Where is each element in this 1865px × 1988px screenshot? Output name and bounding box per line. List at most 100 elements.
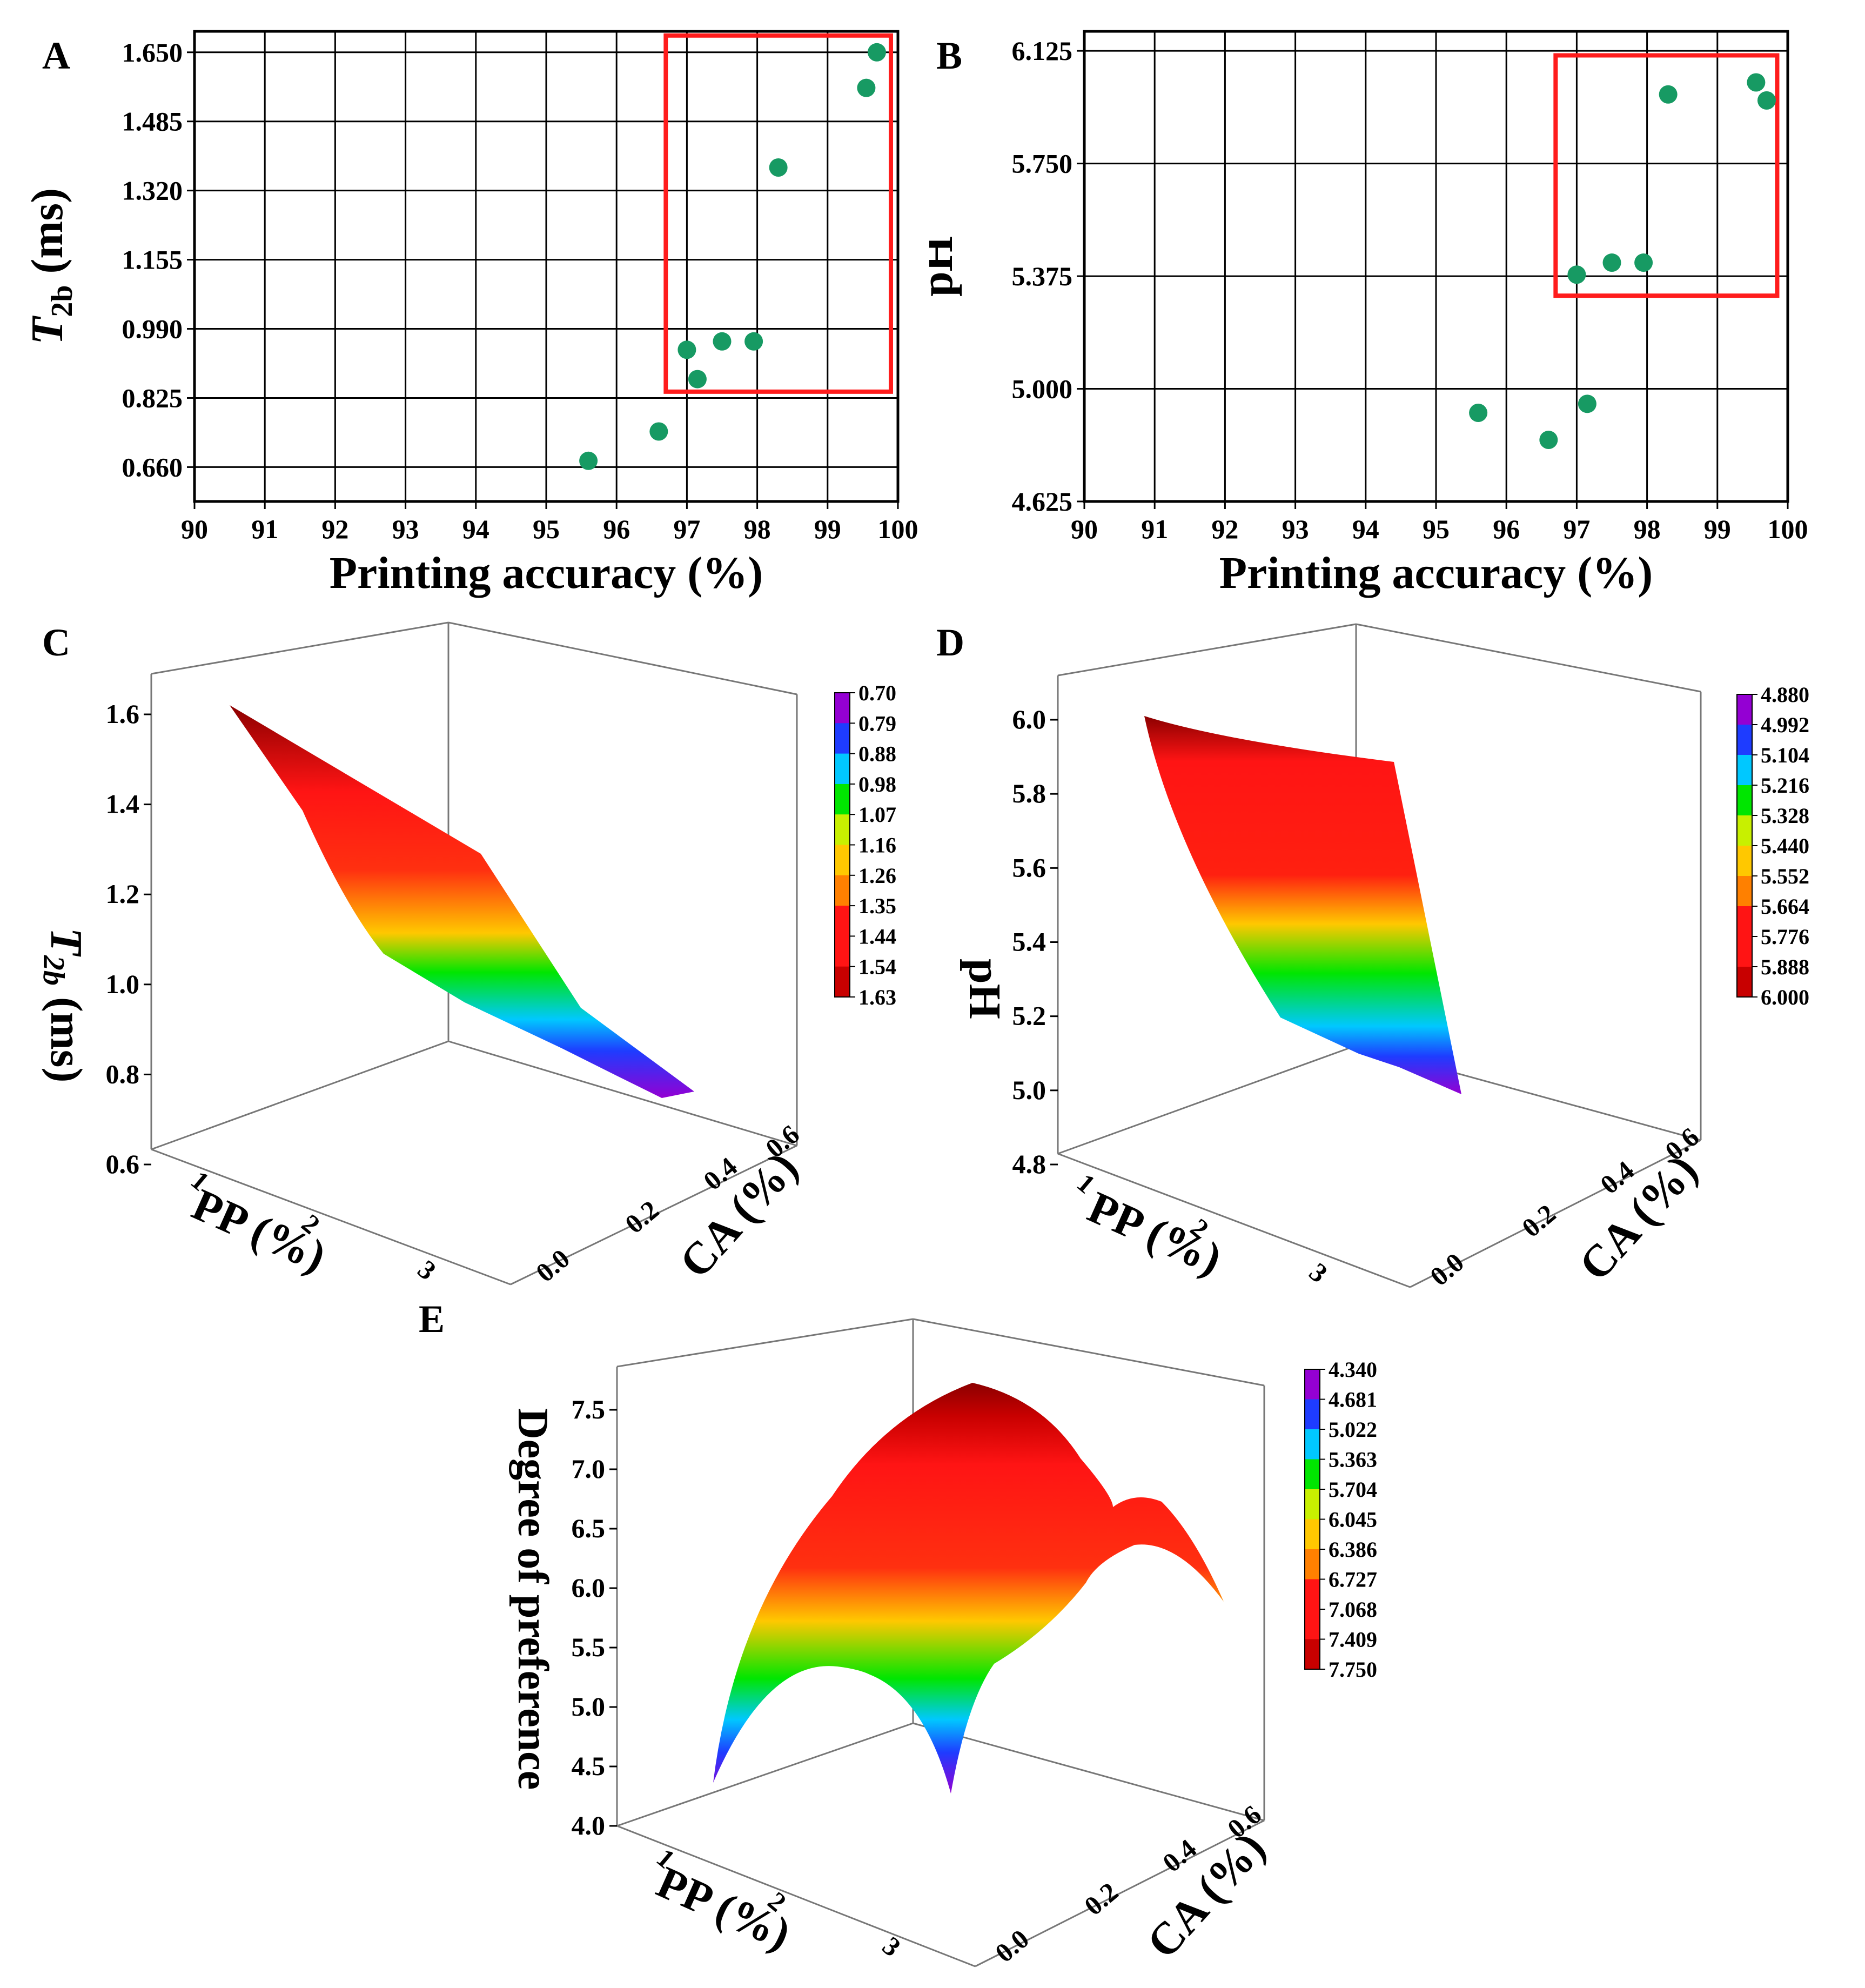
colorbar-label-d-5.664: 5.664 [1761,894,1809,919]
colorbar-segment-d-3 [1737,755,1752,786]
colorbar-label-d-5.888: 5.888 [1761,955,1809,979]
surface-chart-e: 4.0 4.5 5.0 5.5 6.0 6.5 7.0 7.5 Degree of prefe… [509,1318,1377,1968]
y-tick-label-a-1.155: 1.155 [122,245,183,275]
colorbar-label-d-5.104: 5.104 [1761,743,1809,767]
colorbar-label-d-5.216: 5.216 [1761,773,1809,798]
data-point-a-6 [744,332,763,351]
colorbar-label-e-7.068: 7.068 [1329,1597,1377,1622]
x-tick-label-b-99: 99 [1704,514,1731,544]
y-axis-label-d: CA (%) [1569,1145,1707,1290]
y-axis-label-b: pH [929,236,962,297]
x-tick-label-a-98: 98 [744,514,771,544]
data-point-b-4 [1578,394,1596,413]
x-axis-label-b: Printing accuracy (%) [1219,548,1653,598]
x-axis-tick-e-3: 3 [877,1931,907,1963]
panel-label-c: C [42,621,70,664]
colorbar-segment-e-10 [1305,1639,1320,1670]
colorbar-label-d-5.328: 5.328 [1761,804,1809,828]
z-tick-label-d-6.0: 6.0 [1012,704,1046,734]
surface-d [1144,716,1461,1094]
z-tick-label-d-5.0: 5.0 [1012,1075,1046,1105]
data-point-b-1 [1469,404,1488,423]
plot-frame-a [193,30,900,503]
panel-label-a: A [42,34,70,77]
data-point-a-2 [649,422,668,441]
panel-label-d: D [936,621,964,664]
surface-chart-d: 4.85.05.25.45.65.86.0 pH 1 2 3 PP (%) 0.… [960,623,1809,1291]
z-tick-label-d-5.8: 5.8 [1012,778,1046,808]
x-tick-label-a-91: 91 [251,514,278,544]
colorbar-segment-e-6 [1305,1519,1320,1550]
x-tick-label-b-100: 100 [1768,514,1808,544]
z-tick-label-e-5.0: 5.0 [572,1691,606,1722]
z-tick-label-c-0.6: 0.6 [106,1149,140,1179]
z-tick-label-d-5.4: 5.4 [1012,927,1046,957]
colorbar-segment-c-10 [835,966,850,998]
colorbar-label-e-4.340: 4.340 [1329,1357,1377,1382]
colorbar-segment-c-9 [835,936,850,967]
colorbar-segment-d-10 [1737,967,1752,998]
colorbar-label-d-5.776: 5.776 [1761,925,1809,949]
box-frame-e [616,1318,1265,1967]
x-tick-label-b-97: 97 [1563,514,1590,544]
colorbar-segment-c-6 [835,845,850,876]
colorbar-c: 0.70 0.79 0.88 0.98 1.07 1.16 1.26 1.35 1.44 1.54… [834,681,896,1009]
box-frame-c [150,621,798,1286]
colorbar-d: 4.880 4.992 5.104 5.216 5.328 5.440 5.552 5.664… [1736,682,1809,1009]
z-axis-d: 4.8 5.0 5.2 5.4 5.6 5.8 6.0 [1012,704,1058,1179]
x-tick-label-b-92: 92 [1211,514,1238,544]
y-axis-label-a: T2b (ms) [22,188,79,345]
y-axis-tick-c-1: 0.0 [530,1243,575,1288]
colorbar-segment-e-4 [1305,1459,1320,1490]
colorbar-segment-e-7 [1305,1549,1320,1580]
colorbar-label-e-5.363: 5.363 [1329,1448,1377,1472]
z-axis-e: 4.0 4.5 5.0 5.5 6.0 6.5 7.0 7.5 [572,1394,617,1840]
x-axis-tick-d-3: 3 [1304,1257,1333,1289]
colorbar-label-c-1.07: 1.07 [858,802,896,827]
y-tick-label-a-0.825: 0.825 [122,383,183,413]
y-tick-label-b-5.375: 5.375 [1012,261,1073,291]
colorbar-label-e-6.386: 6.386 [1329,1537,1377,1562]
z-tick-label-c-1.4: 1.4 [106,789,140,819]
z-tick-label-d-4.8: 4.8 [1012,1149,1046,1179]
x-tick-label-a-99: 99 [814,514,841,544]
z-axis-label-e: Degree of preference [509,1408,556,1790]
data-point-b-8 [1747,73,1766,92]
scatter-chart-a: 90 91 92 93 94 95 96 97 98 99 100 0.660 0.825 0.990 1.… [22,30,918,598]
colorbar-segment-c-4 [835,784,850,815]
z-tick-label-e-4.0: 4.0 [572,1810,606,1840]
colorbar-label-c-0.98: 0.98 [858,772,896,796]
data-point-b-2 [1539,431,1558,450]
z-tick-label-d-5.2: 5.2 [1012,1001,1046,1031]
surface-chart-c: 0.60.81.01.21.41.6 T2b (ms) 1 2 3 PP (%)… [37,621,896,1288]
y-tick-label-a-0.990: 0.990 [122,314,183,344]
colorbar-label-e-5.022: 5.022 [1329,1417,1377,1442]
colorbar-label-e-4.681: 4.681 [1329,1388,1377,1412]
z-axis-label-d: pH [960,959,1010,1019]
colorbar-segment-e-1 [1305,1369,1320,1400]
x-tick-label-a-94: 94 [462,514,489,544]
colorbar-segment-c-3 [835,753,850,785]
colorbar-label-c-0.88: 0.88 [858,742,896,766]
colorbar-segment-d-1 [1737,694,1752,725]
data-point-a-4 [688,370,707,389]
z-tick-label-e-7.5: 7.5 [572,1394,606,1424]
z-tick-label-c-1.6: 1.6 [106,699,140,729]
y-axis-tick-e-1: 0.0 [989,1923,1035,1968]
z-tick-label-e-7.0: 7.0 [572,1454,606,1484]
y-axis-label-c: CA (%) [670,1142,808,1288]
y-tick-label-b-4.625: 4.625 [1012,486,1073,517]
y-axis-label-e: CA (%) [1137,1823,1275,1968]
scatter-chart-b: 90 91 92 93 94 95 96 97 98 99 100 4.625 5.000 5.375 5.… [929,30,1808,598]
colorbar-label-e-6.045: 6.045 [1329,1508,1377,1532]
colorbar-segment-c-5 [835,814,850,846]
data-point-b-5 [1602,253,1621,272]
data-point-a-7 [769,158,788,177]
y-tick-label-b-5.750: 5.750 [1012,149,1073,179]
colorbar-segment-d-2 [1737,725,1752,755]
x-axis-label-d: PP (%) [1081,1182,1229,1284]
colorbar-segment-c-8 [835,906,850,937]
data-point-a-1 [579,451,598,470]
z-axis-label-c: T2b (ms) [37,928,91,1083]
colorbar-segment-c-2 [835,723,850,754]
